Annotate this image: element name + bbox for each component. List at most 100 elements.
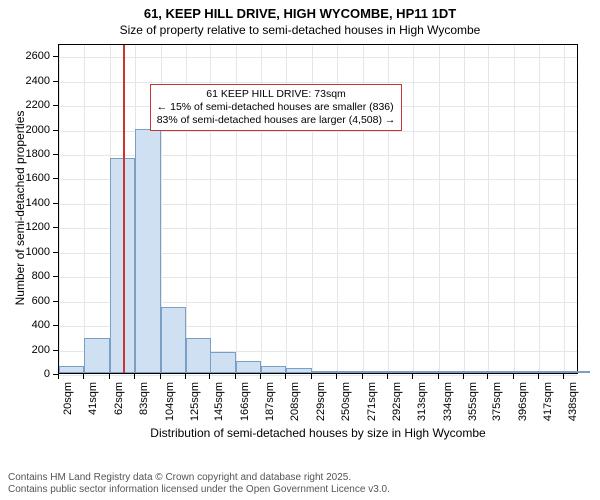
footer-text: Contains HM Land Registry data © Crown c…	[8, 472, 390, 496]
grid-line-v	[564, 45, 565, 373]
histogram-bar	[286, 368, 311, 373]
annotation-line3: 83% of semi-detached houses are larger (…	[157, 114, 396, 127]
x-axis-label: Distribution of semi-detached houses by …	[58, 426, 578, 440]
x-tick	[538, 374, 539, 379]
x-tick	[260, 374, 261, 379]
x-tick	[563, 374, 564, 379]
y-tick-label: 0	[0, 368, 50, 380]
annotation-box: 61 KEEP HILL DRIVE: 73sqm← 15% of semi-d…	[150, 84, 403, 131]
x-tick	[209, 374, 210, 379]
grid-line-v	[84, 45, 85, 373]
histogram-bar	[464, 371, 489, 373]
histogram-bar	[439, 371, 464, 373]
x-tick	[285, 374, 286, 379]
x-tick	[336, 374, 337, 379]
histogram-bar	[210, 352, 235, 373]
grid-line-h	[59, 57, 577, 58]
histogram-bar	[514, 371, 539, 373]
x-tick-label: 20sqm	[62, 382, 74, 428]
x-tick-label: 271sqm	[366, 382, 378, 428]
x-tick-label: 187sqm	[264, 382, 276, 428]
x-tick	[438, 374, 439, 379]
grid-line-h	[59, 82, 577, 83]
histogram-bar	[236, 361, 261, 373]
histogram-bar	[312, 371, 337, 373]
x-tick-label: 355sqm	[467, 382, 479, 428]
grid-line-v	[413, 45, 414, 373]
x-tick-label: 229sqm	[315, 382, 327, 428]
y-tick	[53, 325, 58, 326]
y-tick-label: 200	[0, 344, 50, 356]
x-tick-label: 104sqm	[164, 382, 176, 428]
grid-line-v	[514, 45, 515, 373]
y-tick	[53, 56, 58, 57]
histogram-bar	[564, 371, 589, 373]
x-tick-label: 41sqm	[87, 382, 99, 428]
x-tick-label: 83sqm	[138, 382, 150, 428]
property-marker-line	[123, 45, 125, 373]
y-tick-label: 1200	[0, 221, 50, 233]
x-tick-label: 438sqm	[567, 382, 579, 428]
x-tick-label: 145sqm	[213, 382, 225, 428]
y-tick-label: 2400	[0, 75, 50, 87]
y-tick	[53, 276, 58, 277]
histogram-bar	[261, 366, 286, 373]
x-tick	[185, 374, 186, 379]
histogram-bar	[59, 366, 84, 373]
footer-line1: Contains HM Land Registry data © Crown c…	[8, 472, 390, 484]
footer-line2: Contains public sector information licen…	[8, 484, 390, 496]
annotation-line1: 61 KEEP HILL DRIVE: 73sqm	[157, 88, 396, 101]
x-tick-label: 166sqm	[239, 382, 251, 428]
y-tick	[53, 178, 58, 179]
plot-area: 61 KEEP HILL DRIVE: 73sqm← 15% of semi-d…	[58, 44, 578, 374]
grid-line-v	[464, 45, 465, 373]
histogram-bar	[413, 371, 438, 373]
x-tick-label: 417sqm	[542, 382, 554, 428]
y-tick-label: 400	[0, 319, 50, 331]
y-tick	[53, 203, 58, 204]
grid-line-v	[539, 45, 540, 373]
annotation-line2: ← 15% of semi-detached houses are smalle…	[157, 101, 396, 114]
x-tick-label: 375sqm	[491, 382, 503, 428]
y-tick	[53, 81, 58, 82]
y-tick	[53, 105, 58, 106]
y-tick-label: 1000	[0, 246, 50, 258]
x-tick-label: 250sqm	[340, 382, 352, 428]
x-tick	[134, 374, 135, 379]
x-tick	[235, 374, 236, 379]
y-tick-label: 600	[0, 295, 50, 307]
y-tick-label: 800	[0, 270, 50, 282]
x-tick	[487, 374, 488, 379]
y-tick-label: 2600	[0, 50, 50, 62]
x-tick-label: 292sqm	[391, 382, 403, 428]
chart-title: 61, KEEP HILL DRIVE, HIGH WYCOMBE, HP11 …	[0, 0, 600, 21]
x-tick-label: 334sqm	[442, 382, 454, 428]
y-tick-label: 1400	[0, 197, 50, 209]
x-tick-label: 313sqm	[416, 382, 428, 428]
y-tick-label: 2200	[0, 99, 50, 111]
x-tick	[463, 374, 464, 379]
x-tick-label: 125sqm	[189, 382, 201, 428]
grid-line-h	[59, 375, 577, 376]
histogram-bar	[84, 338, 109, 373]
x-tick	[83, 374, 84, 379]
x-tick	[362, 374, 363, 379]
y-tick	[53, 227, 58, 228]
x-tick	[387, 374, 388, 379]
y-tick-label: 2000	[0, 124, 50, 136]
x-tick-label: 396sqm	[517, 382, 529, 428]
x-tick	[412, 374, 413, 379]
grid-line-v	[488, 45, 489, 373]
chart-subtitle: Size of property relative to semi-detach…	[0, 21, 600, 37]
x-tick-label: 62sqm	[113, 382, 125, 428]
y-tick	[53, 301, 58, 302]
x-tick	[311, 374, 312, 379]
y-tick-label: 1600	[0, 172, 50, 184]
grid-line-v	[59, 45, 60, 373]
x-tick	[513, 374, 514, 379]
histogram-bar	[539, 371, 564, 373]
histogram-bar	[363, 371, 388, 373]
x-tick	[109, 374, 110, 379]
histogram-bar	[186, 338, 211, 373]
y-tick	[53, 252, 58, 253]
